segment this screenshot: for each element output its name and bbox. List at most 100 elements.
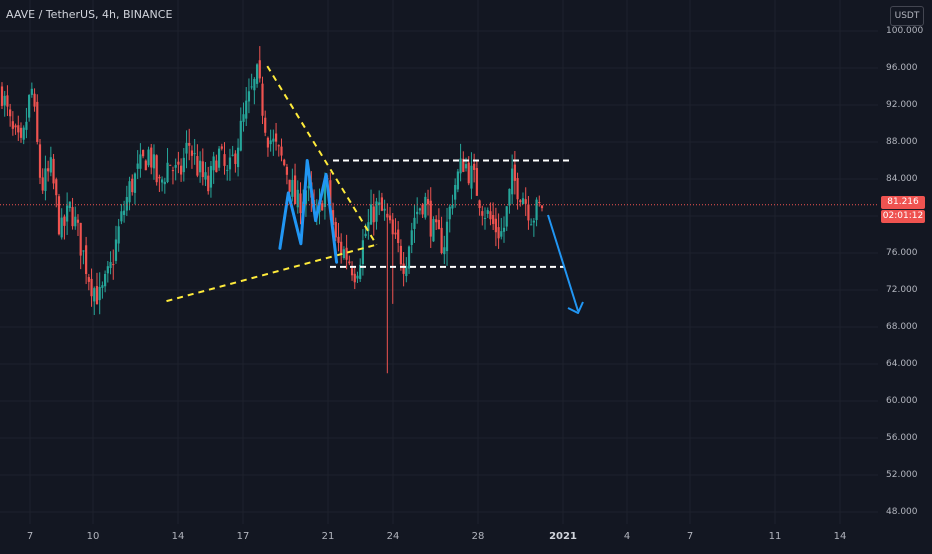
candle-body: [33, 93, 36, 107]
candle-body: [0, 86, 4, 106]
candle-body: [277, 145, 280, 147]
time-tick-label: 4: [623, 531, 631, 542]
candle-body: [144, 160, 147, 171]
candle-body: [329, 180, 332, 209]
candle-body: [236, 147, 240, 168]
candle-body: [223, 154, 226, 166]
candle-body: [41, 177, 44, 191]
candle-body: [174, 165, 177, 168]
candle-body: [22, 127, 25, 140]
candle-body: [416, 211, 419, 215]
candle-body: [497, 227, 500, 239]
candle-body: [60, 217, 63, 238]
candle-body: [266, 137, 270, 148]
candle-body: [109, 261, 112, 269]
candle-body: [177, 161, 180, 165]
candle-body: [470, 165, 473, 189]
candle-body: [79, 222, 82, 256]
candle-body: [185, 142, 188, 154]
candle-body: [391, 219, 394, 235]
time-tick-label: 17: [236, 531, 250, 542]
candle-body: [274, 133, 278, 142]
projection-arrow: [547, 214, 579, 312]
candle-body: [179, 165, 183, 175]
candle-body: [171, 170, 175, 172]
candle-body: [511, 168, 514, 195]
candle-body: [459, 158, 462, 174]
candle-body: [429, 200, 432, 237]
candle-body: [285, 166, 289, 175]
price-tick-label: 68.000: [886, 322, 918, 332]
candle-body: [98, 286, 101, 301]
candle-body: [378, 202, 381, 205]
candle-body: [220, 146, 223, 149]
candle-body: [87, 277, 90, 282]
candle-body: [418, 208, 421, 211]
candle-body: [150, 147, 153, 168]
candle-body: [454, 184, 457, 200]
candle-body: [3, 95, 6, 106]
candle-body: [11, 121, 14, 129]
candle-body: [405, 266, 408, 277]
candle-body: [155, 155, 158, 183]
candle-body: [44, 168, 47, 191]
candle-body: [331, 210, 335, 226]
candle-body: [321, 203, 324, 211]
time-tick-label: 14: [171, 531, 185, 542]
chart-title: AAVE / TetherUS, 4h, BINANCE: [6, 8, 173, 21]
candle-body: [71, 207, 74, 227]
candle-body: [52, 158, 55, 184]
candle-body: [152, 154, 156, 169]
candle-body: [120, 211, 123, 222]
candle-body: [467, 162, 470, 184]
candle-body: [190, 150, 194, 156]
candle-body: [288, 179, 291, 192]
time-tick-label: 2021: [549, 531, 577, 542]
currency-badge[interactable]: USDT: [890, 6, 924, 26]
price-tick-label: 72.000: [886, 285, 918, 295]
price-tick-label: 92.000: [886, 100, 918, 110]
candle-body: [475, 168, 478, 196]
candle-body: [198, 160, 202, 173]
candle-body: [9, 109, 12, 117]
candle-body: [443, 247, 446, 255]
candle-body: [101, 285, 104, 288]
candle-body: [483, 217, 487, 219]
candle-body: [364, 233, 367, 237]
candle-body: [421, 204, 424, 215]
candle-body: [226, 169, 229, 171]
candle-body: [125, 197, 128, 211]
candle-body: [139, 154, 142, 169]
candle-body: [521, 198, 525, 205]
candle-body: [158, 176, 161, 179]
candle-body: [207, 175, 210, 192]
candle-body: [353, 273, 356, 283]
candle-body: [269, 140, 272, 145]
time-tick-label: 28: [471, 531, 485, 542]
candle-body: [323, 181, 327, 207]
time-tick-label: 24: [386, 531, 400, 542]
candle-body: [535, 199, 538, 221]
candle-body: [508, 188, 511, 206]
triangle-trendline: [266, 65, 378, 246]
time-tick-label: 21: [321, 531, 335, 542]
candle-body: [424, 196, 427, 218]
candle-body: [258, 60, 261, 79]
candle-body: [342, 249, 346, 259]
candle-body: [74, 216, 77, 227]
candle-body: [489, 211, 492, 220]
candle-body: [142, 149, 145, 157]
candle-body: [25, 121, 28, 130]
candle-body: [196, 156, 199, 176]
candle-body: [426, 198, 430, 205]
time-tick-label: 14: [833, 531, 847, 542]
price-tick-label: 64.000: [886, 359, 918, 369]
candle-body: [82, 250, 85, 252]
candle-body: [169, 164, 172, 166]
candle-body: [201, 161, 204, 178]
candle-body: [212, 156, 215, 171]
candle-body: [340, 241, 343, 255]
candle-body: [228, 157, 232, 170]
